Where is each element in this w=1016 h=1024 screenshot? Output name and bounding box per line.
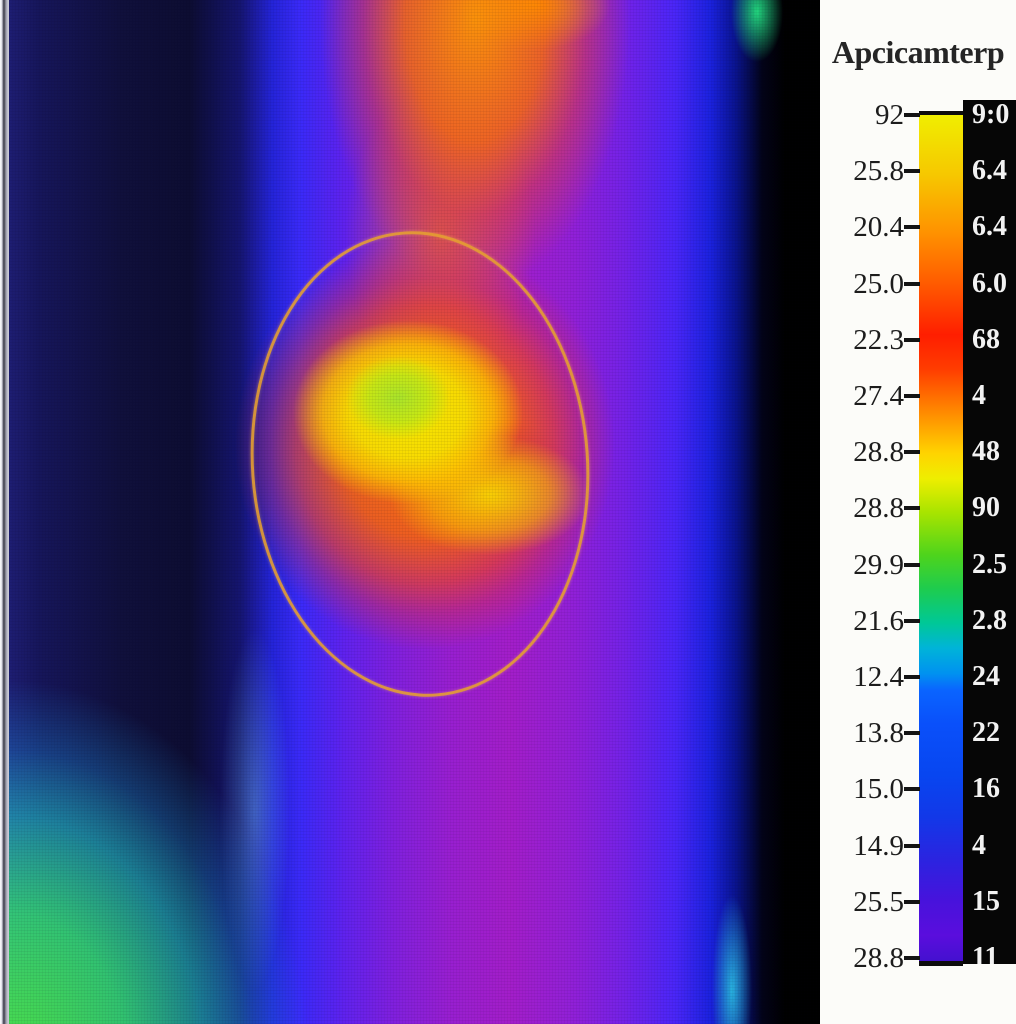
scale-tick bbox=[904, 225, 920, 230]
scale-tick-label: 27.4 bbox=[853, 380, 904, 412]
thermal-image bbox=[0, 0, 820, 1024]
scale-tick-label: 25.5 bbox=[853, 885, 904, 918]
scale-tick bbox=[904, 618, 920, 623]
scale-tick bbox=[904, 450, 920, 455]
panel-title: Apcicamterp bbox=[831, 34, 1005, 70]
scale-tick-label: 28.8 bbox=[853, 436, 904, 469]
scale-tick-label: 25.8 bbox=[853, 155, 904, 188]
scale-tick-label: 22.3 bbox=[853, 323, 904, 356]
scale-value-label: 11 bbox=[972, 942, 999, 964]
scale-tick-label: 15.0 bbox=[853, 773, 904, 806]
scale-value-label: 48 bbox=[972, 436, 1000, 468]
scale-tick-label: 20.4 bbox=[853, 211, 904, 244]
scale-tick-label: 12.4 bbox=[853, 661, 904, 693]
scale-tick-label: 21.6 bbox=[853, 604, 904, 637]
scale-tick-label: 92 bbox=[875, 99, 904, 131]
scale-value-label: 68 bbox=[972, 323, 1000, 355]
scale-value-label: 6.0 bbox=[972, 267, 1007, 299]
scale-tick bbox=[904, 843, 920, 848]
colorbar-gradient bbox=[919, 111, 963, 966]
scale-tick bbox=[904, 956, 920, 960]
scale-value-label: 9:0 bbox=[972, 100, 1010, 130]
scale-tick bbox=[904, 113, 920, 117]
value-strip: 9:0 6.4 6.4 6.0 68 4 48 90 2.5 2.8 24 22… bbox=[963, 100, 1016, 964]
scale-tick bbox=[904, 731, 920, 736]
scale-tick bbox=[904, 281, 920, 286]
color-scale-panel: Apcicamterp 92 25.8 20.4 25.0 22.3 27.4 … bbox=[820, 0, 1016, 1024]
scale-tick bbox=[904, 506, 920, 511]
scale-value-label: 24 bbox=[972, 661, 1000, 692]
scale-value-label: 4 bbox=[972, 380, 986, 411]
scale-value-label: 90 bbox=[972, 492, 1000, 524]
scale-tick-label: 14.9 bbox=[853, 829, 904, 862]
scale-value-label: 22 bbox=[972, 717, 1000, 749]
scale-tick bbox=[904, 394, 920, 398]
scale-value-label: 4 bbox=[972, 829, 986, 861]
scale-tick-label: 13.8 bbox=[853, 717, 904, 750]
scale-value-label: 6.4 bbox=[972, 155, 1007, 187]
scale-value-label: 15 bbox=[972, 885, 1000, 917]
roi-ellipse bbox=[235, 219, 605, 709]
scale-tick bbox=[904, 337, 920, 342]
scale-tick bbox=[904, 899, 920, 904]
scale-value-label: 6.4 bbox=[972, 211, 1007, 243]
scale-tick bbox=[904, 562, 920, 567]
scale-tick-label: 29.9 bbox=[853, 548, 904, 581]
scale-tick bbox=[904, 169, 920, 174]
scale-tick-label: 28.8 bbox=[853, 492, 904, 525]
scale-tick bbox=[904, 675, 920, 679]
scale-value-label: 2.8 bbox=[972, 604, 1007, 636]
scan-edge-strip bbox=[0, 0, 9, 1024]
scale-tick-label: 25.0 bbox=[853, 267, 904, 300]
scale-value-label: 16 bbox=[972, 773, 1000, 805]
scale-value-label: 2.5 bbox=[972, 548, 1007, 580]
scale-tick bbox=[904, 787, 920, 792]
scale-tick-label: 28.8 bbox=[853, 942, 904, 974]
